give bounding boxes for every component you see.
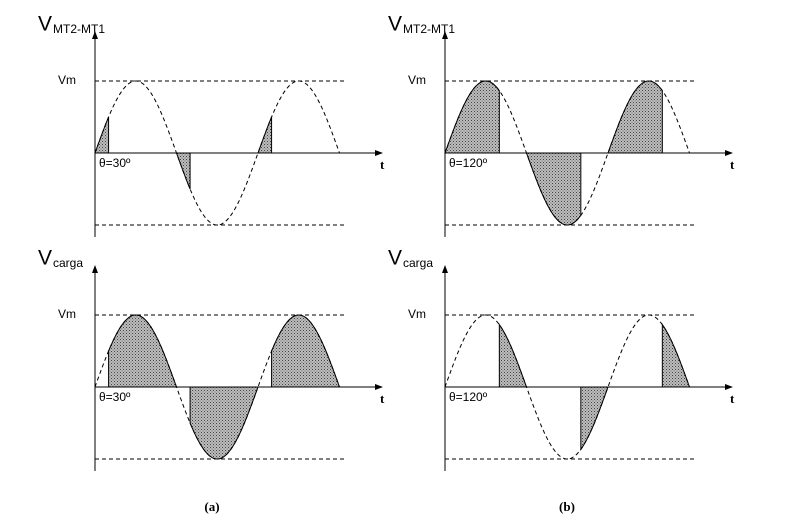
peak-label: Vm <box>408 73 426 87</box>
shaded-region <box>607 80 663 154</box>
x-arrow <box>375 384 383 390</box>
caption: (b) <box>559 499 575 514</box>
x-label: t <box>730 391 735 406</box>
angle-label: θ=120º <box>449 156 488 170</box>
shaded-region <box>444 80 500 154</box>
y-label: V <box>38 247 52 270</box>
x-label: t <box>380 391 385 406</box>
shaded-region <box>94 116 110 154</box>
y-label-sub: carga <box>53 256 83 270</box>
y-label-sub: carga <box>403 256 433 270</box>
x-label: t <box>380 157 385 172</box>
peak-label: Vm <box>408 307 426 321</box>
shaded-region <box>498 323 528 388</box>
y-arrow <box>442 265 448 273</box>
y-arrow <box>442 31 448 39</box>
y-arrow <box>92 31 98 39</box>
shaded-region <box>661 323 691 388</box>
y-label: V <box>38 13 52 36</box>
angle-label: θ=30º <box>99 156 131 170</box>
y-label-sub: MT2-MT1 <box>53 22 105 36</box>
shaded-region <box>271 314 341 388</box>
peak-label: Vm <box>58 307 76 321</box>
x-arrow <box>725 384 733 390</box>
y-label: V <box>388 247 402 270</box>
angle-label: θ=30º <box>99 390 131 404</box>
y-arrow <box>92 265 98 273</box>
x-label: t <box>730 157 735 172</box>
angle-label: θ=120º <box>449 390 488 404</box>
y-label-sub: MT2-MT1 <box>403 22 455 36</box>
y-label: V <box>388 13 402 36</box>
peak-label: Vm <box>58 73 76 87</box>
shaded-region <box>580 386 609 451</box>
shaded-region <box>189 386 259 460</box>
x-arrow <box>725 150 733 156</box>
shaded-region <box>525 152 582 226</box>
x-arrow <box>375 150 383 156</box>
caption: (a) <box>204 499 219 514</box>
shaded-region <box>108 314 178 388</box>
